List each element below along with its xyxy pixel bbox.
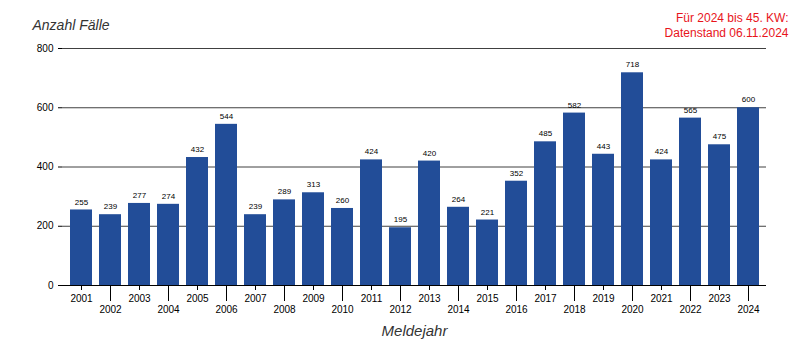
- svg-text:2006: 2006: [215, 304, 238, 315]
- svg-text:289: 289: [278, 187, 292, 196]
- svg-text:2008: 2008: [273, 304, 296, 315]
- svg-text:195: 195: [394, 215, 408, 224]
- svg-text:200: 200: [37, 220, 54, 231]
- svg-text:274: 274: [162, 192, 176, 201]
- svg-text:2024: 2024: [737, 304, 760, 315]
- svg-text:Meldejahr: Meldejahr: [382, 322, 449, 339]
- svg-text:400: 400: [37, 161, 54, 172]
- svg-text:221: 221: [481, 208, 495, 217]
- svg-text:600: 600: [742, 95, 756, 104]
- svg-text:260: 260: [336, 196, 350, 205]
- svg-text:2004: 2004: [157, 304, 180, 315]
- svg-text:565: 565: [684, 106, 698, 115]
- svg-text:475: 475: [713, 132, 727, 141]
- svg-text:2001: 2001: [70, 293, 93, 304]
- svg-text:2018: 2018: [563, 304, 586, 315]
- svg-text:2005: 2005: [186, 293, 209, 304]
- svg-text:420: 420: [423, 149, 437, 158]
- svg-text:718: 718: [626, 60, 640, 69]
- svg-text:2014: 2014: [447, 304, 470, 315]
- svg-text:485: 485: [539, 129, 553, 138]
- svg-text:2009: 2009: [302, 293, 325, 304]
- svg-text:2007: 2007: [244, 293, 267, 304]
- svg-text:0: 0: [48, 280, 54, 291]
- svg-text:424: 424: [655, 147, 669, 156]
- svg-text:Anzahl Fälle: Anzahl Fälle: [32, 17, 110, 33]
- svg-text:2010: 2010: [331, 304, 354, 315]
- svg-text:255: 255: [75, 198, 89, 207]
- svg-text:2011: 2011: [361, 293, 383, 304]
- svg-text:2020: 2020: [621, 304, 644, 315]
- svg-text:2013: 2013: [418, 293, 441, 304]
- svg-text:443: 443: [597, 142, 611, 151]
- svg-text:2002: 2002: [99, 304, 122, 315]
- svg-text:424: 424: [365, 147, 379, 156]
- svg-text:239: 239: [104, 202, 118, 211]
- svg-text:2017: 2017: [534, 293, 557, 304]
- svg-text:2015: 2015: [476, 293, 499, 304]
- svg-text:2019: 2019: [592, 293, 615, 304]
- svg-text:277: 277: [133, 191, 147, 200]
- svg-text:2021: 2021: [650, 293, 673, 304]
- svg-text:432: 432: [191, 145, 205, 154]
- svg-text:313: 313: [307, 180, 321, 189]
- svg-text:600: 600: [37, 102, 54, 113]
- svg-text:Für 2024 bis 45. KW:Datenstand: Für 2024 bis 45. KW:Datenstand 06.11.202…: [665, 11, 789, 41]
- svg-text:2003: 2003: [128, 293, 151, 304]
- svg-text:582: 582: [568, 101, 582, 110]
- svg-text:800: 800: [37, 43, 54, 54]
- svg-text:2023: 2023: [708, 293, 731, 304]
- svg-text:264: 264: [452, 195, 466, 204]
- svg-text:2016: 2016: [505, 304, 528, 315]
- svg-text:352: 352: [510, 169, 524, 178]
- svg-text:2022: 2022: [679, 304, 702, 315]
- svg-text:544: 544: [220, 112, 234, 121]
- svg-text:2012: 2012: [389, 304, 412, 315]
- svg-text:239: 239: [249, 202, 263, 211]
